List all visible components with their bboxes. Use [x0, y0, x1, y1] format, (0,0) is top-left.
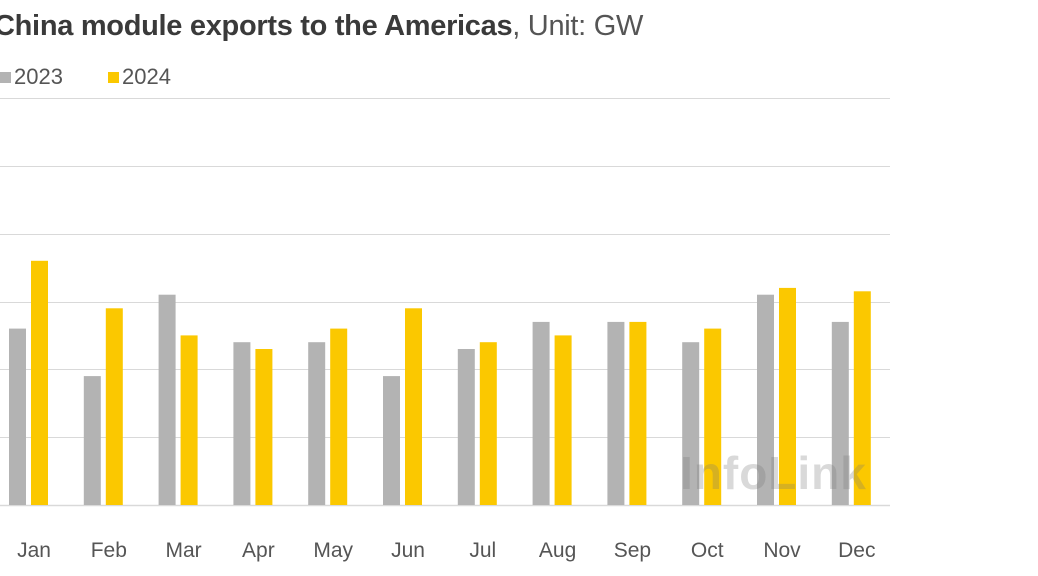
legend-swatch-2024 [108, 72, 119, 83]
legend-label-2024: 2024 [122, 64, 171, 89]
bar-2023-feb [83, 376, 101, 505]
legend-item-2024: 2024 [108, 64, 171, 90]
x-tick-label-jan: Jan [17, 539, 51, 562]
bar-2023-jun [383, 376, 400, 505]
bar-2023-jul [457, 349, 475, 505]
bar-2023-aug [532, 321, 550, 505]
x-tick-label-may: May [313, 539, 353, 562]
bar-2023-apr [233, 342, 251, 505]
bar-2024-jul [479, 342, 497, 505]
legend-label-2023: 2023 [14, 64, 63, 89]
chart-title-main: China module exports to the Americas [0, 10, 513, 42]
bar-2024-sep [629, 321, 647, 505]
x-tick-label-dec: Dec [838, 539, 875, 562]
bar-2023-oct [682, 342, 700, 505]
bar-2023-nov [757, 294, 774, 505]
x-tick-label-jul: Jul [469, 539, 496, 562]
bar-2024-aug [554, 335, 572, 505]
bar-2024-jun [405, 308, 422, 505]
chart-title-unit: , Unit: GW [512, 10, 644, 42]
bar-2023-sep [607, 321, 625, 505]
bar-2024-nov [779, 287, 796, 505]
bar-2024-dec [853, 291, 871, 505]
x-tick-label-nov: Nov [763, 539, 801, 562]
x-tick-label-oct: Oct [691, 539, 724, 562]
bar-2024-apr [255, 349, 273, 505]
bar-2023-may [308, 342, 326, 505]
chart-title: China module exports to the Americas, Un… [0, 10, 643, 43]
bar-2023-jan [9, 328, 26, 505]
legend-swatch-2023 [0, 72, 11, 83]
bar-2023-dec [831, 321, 849, 505]
bar-2023-mar [158, 294, 176, 505]
x-tick-label-mar: Mar [166, 539, 202, 562]
bar-2024-may [330, 328, 348, 505]
x-tick-label-jun: Jun [391, 539, 425, 562]
bar-2024-oct [704, 328, 722, 505]
x-tick-label-feb: Feb [91, 539, 127, 562]
infolink-watermark: InfoLink [680, 447, 867, 499]
bar-2024-jan [31, 260, 48, 505]
x-tick-label-sep: Sep [614, 539, 651, 562]
bar-2024-feb [105, 308, 123, 505]
bar-2024-mar [180, 335, 198, 505]
x-tick-label-aug: Aug [539, 539, 576, 562]
legend-item-2023: 2023 [0, 64, 63, 90]
x-tick-label-apr: Apr [242, 539, 275, 562]
